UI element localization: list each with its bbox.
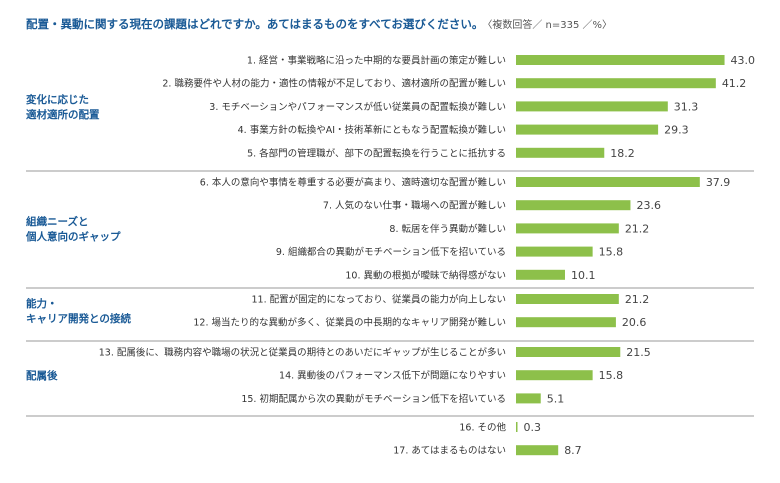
value-label: 0.3	[524, 421, 542, 434]
category-label: 4. 事業方針の転換やAI・技術革新にともなう配置転換が難しい	[238, 124, 506, 136]
category-label: 7. 人気のない仕事・職場への配置が難しい	[323, 200, 506, 212]
category-label: 14. 異動後のパフォーマンス低下が問題になりやすい	[279, 370, 506, 382]
category-label: 3. モチベーションやパフォーマンスが低い従業員の配置転換が難しい	[209, 101, 506, 113]
category-label: 9. 組織都合の異動がモチベーション低下を招いている	[276, 246, 506, 258]
bar	[516, 246, 593, 257]
value-label: 37.9	[706, 176, 731, 189]
category-label: 5. 各部門の管理職が、部下の配置転換を行うことに抵抗する	[247, 147, 506, 159]
chart-note: 〈複数回答／ n=335 ／%〉	[487, 20, 613, 31]
bar	[516, 445, 559, 456]
category-label: 13. 配属後に、職務内容や職場の状況と従業員の期待とのあいだにギャップが生じる…	[99, 347, 506, 359]
category-label: 6. 本人の意向や事情を尊重する必要が高まり、適時適切な配置が難しい	[200, 177, 506, 189]
bar	[516, 101, 668, 112]
bar	[516, 147, 605, 158]
bar	[516, 294, 619, 304]
group-label: 組織ニーズと	[26, 215, 88, 228]
group-label: 配属後	[26, 369, 58, 382]
category-label: 10. 異動の根拠が曖昧で納得感がない	[345, 269, 506, 281]
value-label: 10.1	[571, 269, 596, 282]
value-label: 18.2	[610, 147, 635, 160]
category-label: 16. その他	[459, 422, 506, 434]
bar	[516, 200, 631, 211]
category-label: 8. 転居を伴う異動が難しい	[389, 223, 506, 235]
bar	[516, 55, 725, 65]
value-label: 5.1	[547, 392, 565, 405]
value-label: 21.2	[625, 222, 650, 235]
bar	[516, 124, 659, 135]
category-label: 17. あてはまるものはない	[393, 446, 506, 457]
value-label: 8.7	[564, 444, 582, 457]
value-label: 21.5	[626, 346, 651, 359]
bar	[516, 223, 619, 234]
value-label: 43.0	[731, 54, 756, 67]
group-label: 適材適所の配置	[26, 108, 100, 121]
bar	[516, 393, 541, 404]
group-label: キャリア開発との接続	[26, 312, 131, 325]
bar	[516, 78, 716, 89]
bar	[516, 317, 616, 328]
value-label: 15.8	[599, 246, 624, 259]
value-label: 20.6	[622, 316, 647, 329]
bar	[516, 422, 518, 432]
value-label: 29.3	[664, 124, 689, 137]
group-label: 能力・	[26, 297, 58, 310]
category-label: 15. 初期配属から次の異動がモチベーション低下を招いている	[241, 393, 506, 405]
value-label: 31.3	[674, 100, 699, 113]
group-label: 変化に応じた	[26, 93, 89, 106]
bar	[516, 370, 593, 381]
value-label: 23.6	[636, 199, 661, 212]
bar	[516, 347, 621, 357]
bar	[516, 269, 565, 280]
value-label: 41.2	[722, 77, 747, 90]
category-label: 2. 職務要件や人材の能力・適性の情報が不足しており、適材適所の配置が難しい	[162, 78, 506, 90]
chart-title-block: 配置・異動に関する現在の課題はどれですか。あてはまるものをすべてお選びください。…	[26, 13, 612, 32]
bar	[516, 177, 700, 187]
value-label: 21.2	[625, 293, 650, 306]
category-label: 12. 場当たり的な異動が多く、従業員の中長期的なキャリア開発が難しい	[193, 317, 506, 329]
chart-title: 配置・異動に関する現在の課題はどれですか。あてはまるものをすべてお選びください。	[26, 17, 484, 31]
category-label: 11. 配置が固定的になっており、従業員の能力が向上しない	[252, 294, 507, 306]
value-label: 15.8	[599, 369, 624, 382]
category-label: 1. 経営・事業戦略に沿った中期的な要員計画の策定が難しい	[247, 55, 506, 67]
group-label: 個人意向のギャップ	[25, 230, 121, 243]
